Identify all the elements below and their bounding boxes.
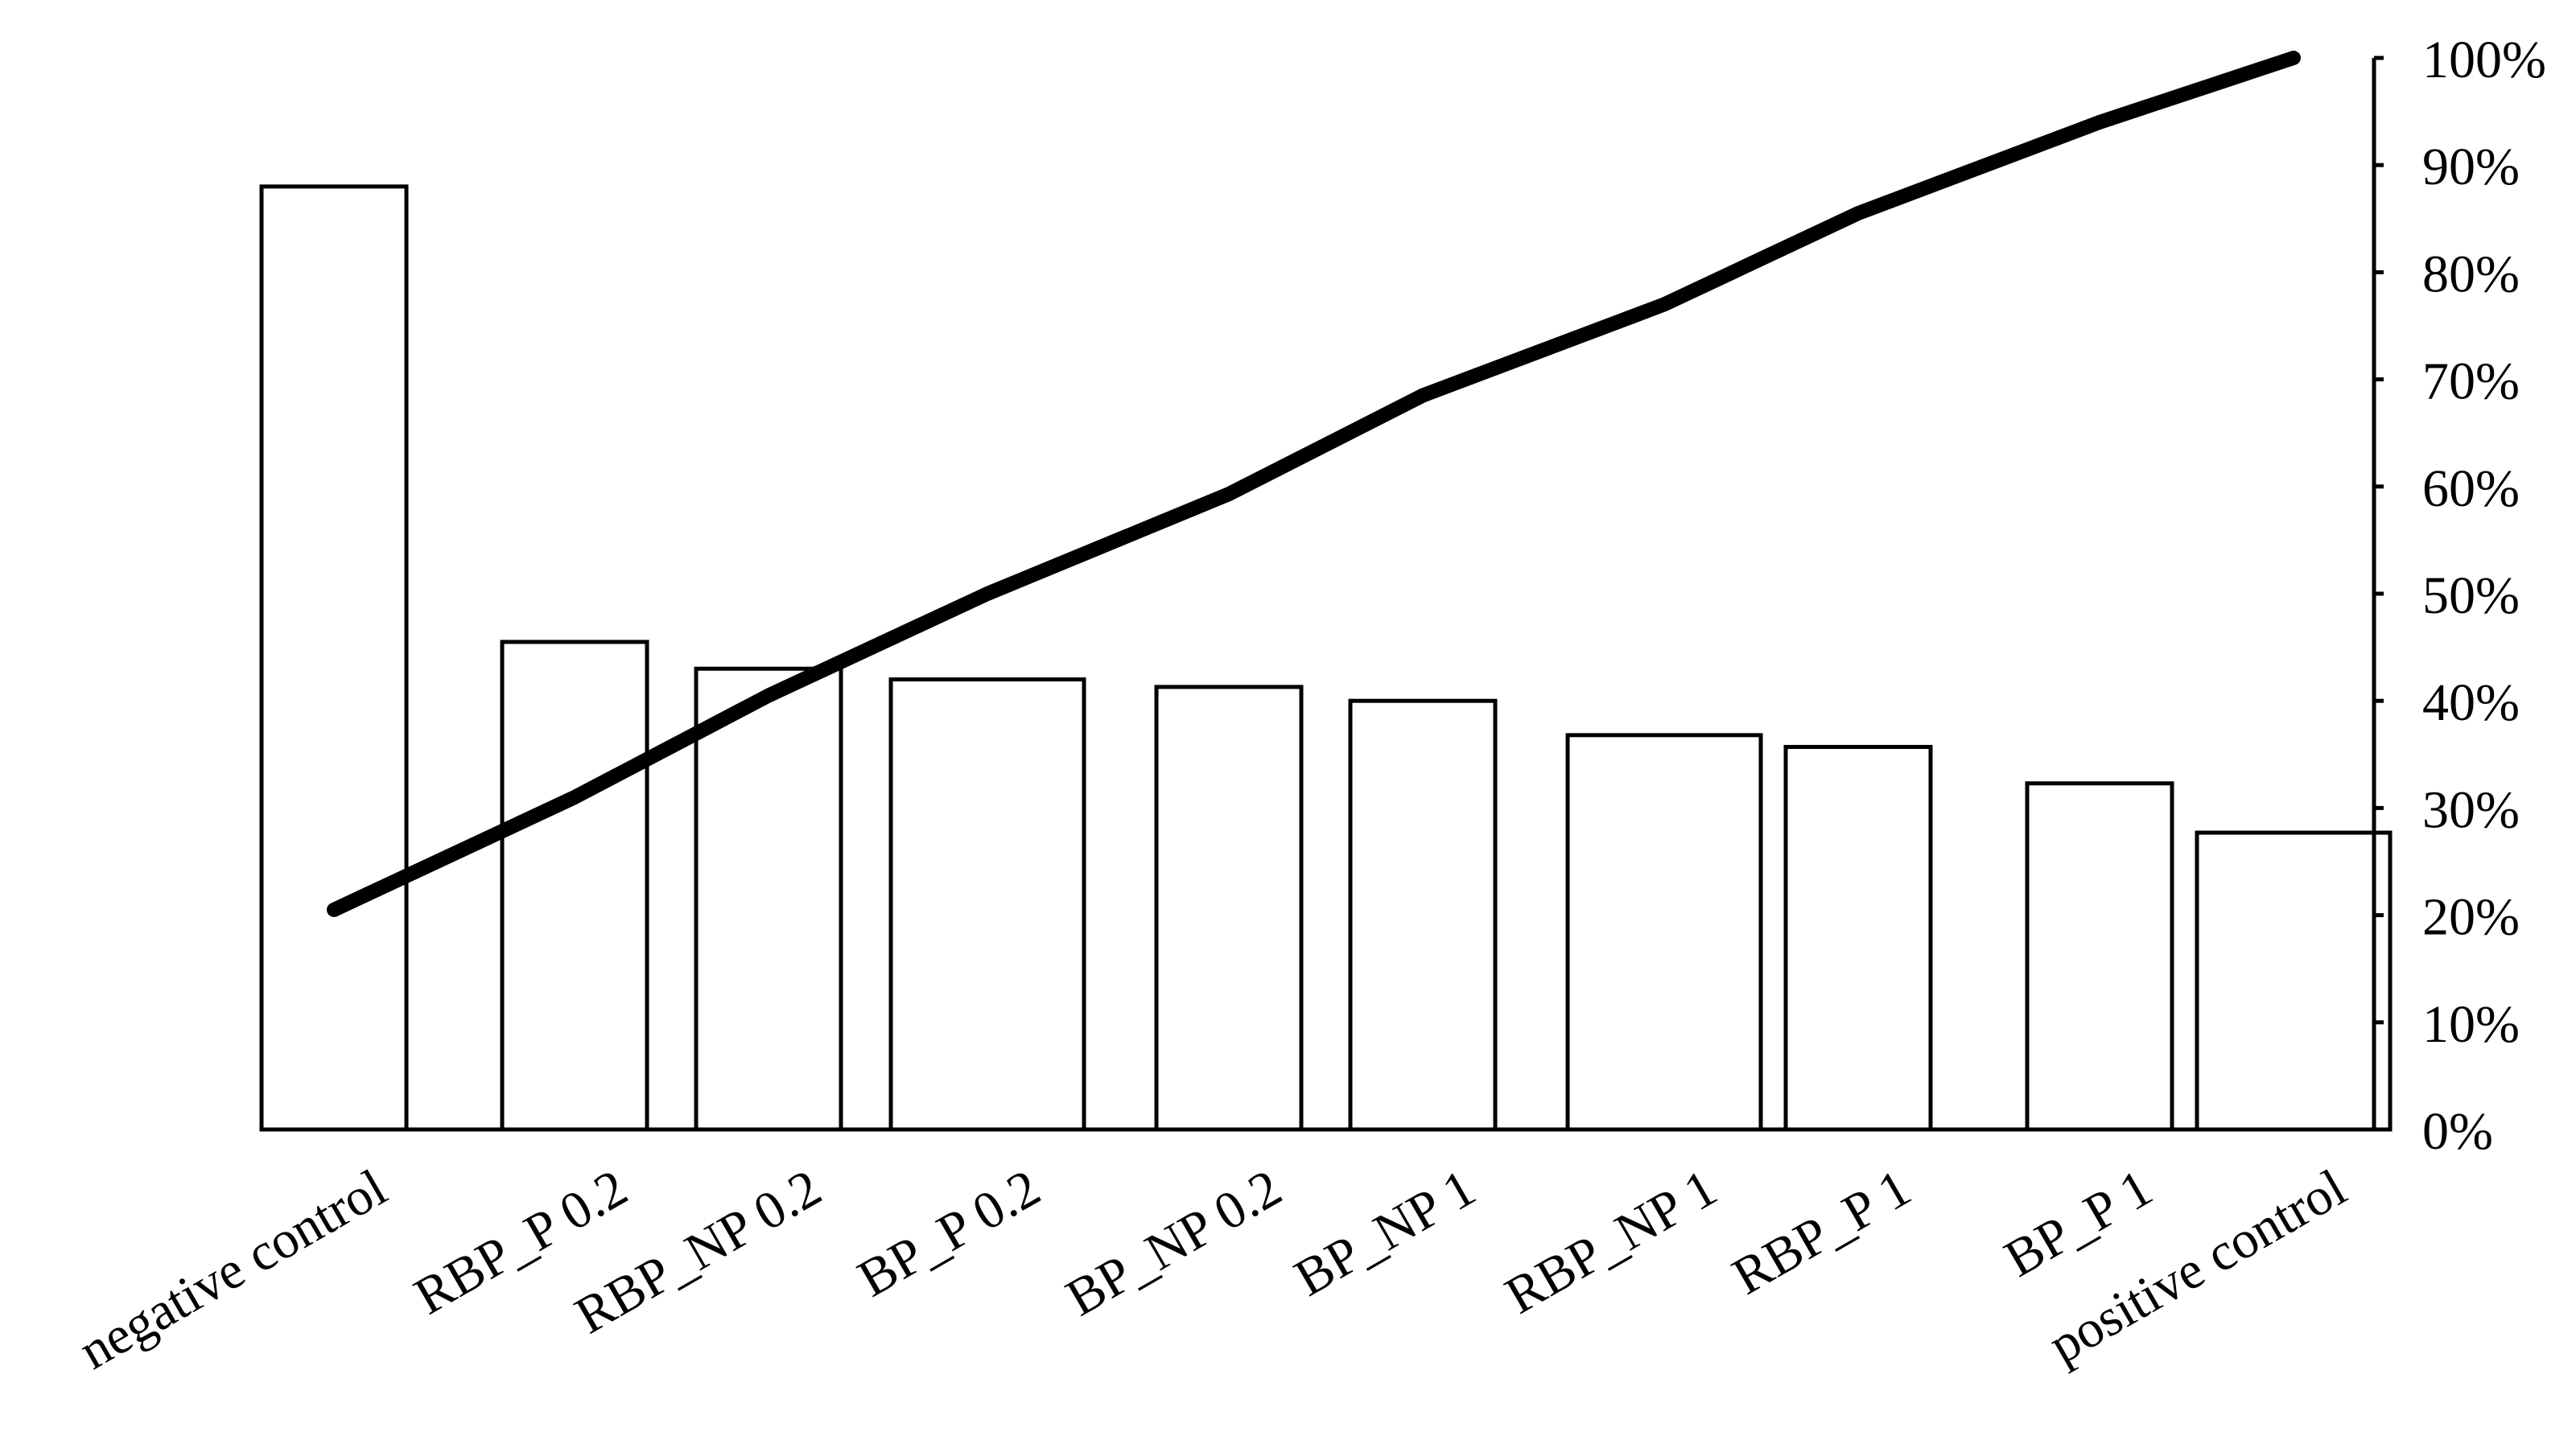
- y-tick-label-6: 60%: [2422, 459, 2520, 518]
- x-tick-label-4: BP_P 0.2: [848, 1158, 1049, 1309]
- bar-2: [500, 640, 649, 1132]
- x-tick-label-1: negative control: [69, 1158, 396, 1381]
- y-tick-label-3: 30%: [2422, 780, 2520, 839]
- y-tick-label-8: 80%: [2422, 245, 2520, 303]
- bar-5: [1154, 685, 1304, 1132]
- x-tick-label-6: BP_NP 1: [1285, 1158, 1486, 1308]
- bar-8: [1783, 744, 1933, 1132]
- x-tick-label-7: RBP_NP 1: [1496, 1158, 1727, 1326]
- bars-layer: [259, 184, 2393, 1132]
- bar-3: [694, 666, 843, 1132]
- bar-1: [259, 184, 409, 1132]
- bar-9: [2025, 781, 2174, 1132]
- bar-6: [1348, 698, 1498, 1132]
- y-tick-label-10: 100%: [2422, 31, 2546, 89]
- bar-7: [1565, 733, 1763, 1132]
- y-tick-label-7: 70%: [2422, 352, 2520, 411]
- y-tick-label-9: 90%: [2422, 138, 2520, 196]
- y-tick-label-1: 10%: [2422, 995, 2520, 1054]
- bar-4: [888, 677, 1086, 1132]
- y-tick-label-4: 40%: [2422, 673, 2520, 732]
- x-tick-label-5: BP_NP 0.2: [1057, 1158, 1292, 1328]
- y-tick-label-2: 20%: [2422, 888, 2520, 947]
- cumulative-line: [327, 51, 2301, 917]
- y-tick-label-5: 50%: [2422, 566, 2520, 625]
- y-tick-label-0: 0%: [2422, 1102, 2493, 1161]
- x-tick-label-8: RBP_P 1: [1723, 1158, 1921, 1306]
- bar-10: [2195, 830, 2393, 1132]
- y-ticks-layer: 0% 10% 20% 30% 40% 50% 60% 70% 80% 90% 100%: [2374, 31, 2546, 1161]
